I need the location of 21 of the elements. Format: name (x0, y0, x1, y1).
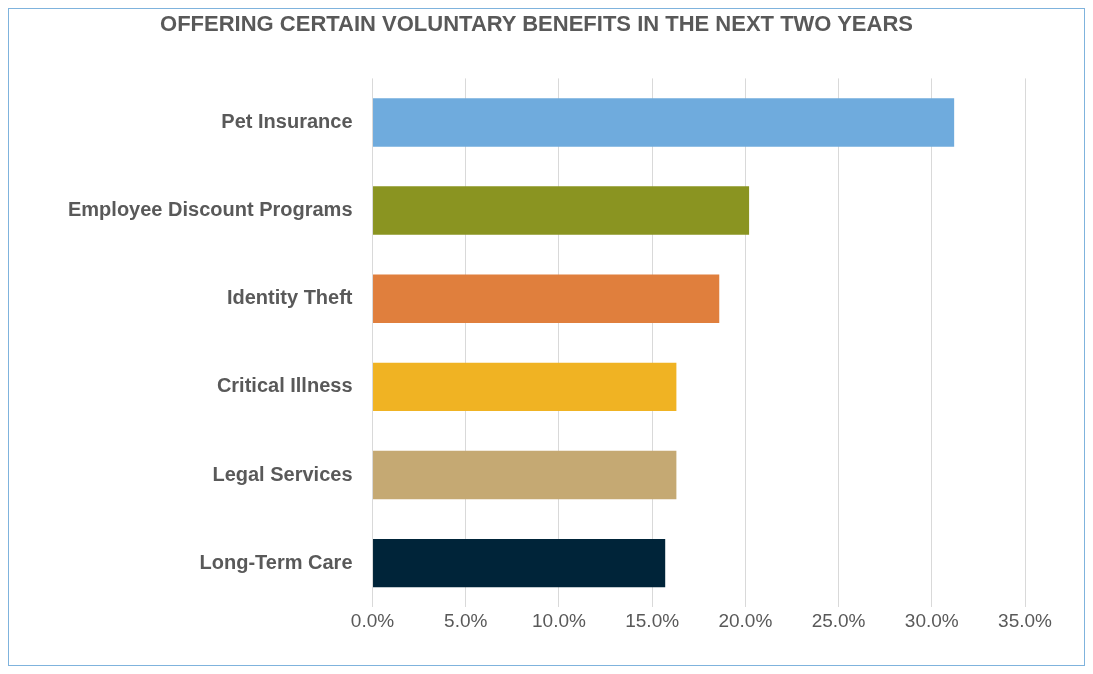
y-tick-label: Critical Illness (216, 374, 353, 397)
bar (373, 274, 720, 323)
bar (373, 450, 677, 500)
x-tick-label: 15.0% (625, 609, 680, 631)
y-tick-label: Long-Term Care (199, 550, 353, 573)
bar (373, 186, 750, 235)
x-tick-label: 0.0% (350, 609, 395, 631)
y-tick-label: Identity Theft (226, 286, 353, 309)
bar (373, 98, 955, 147)
x-tick-label: 35.0% (998, 609, 1053, 631)
x-tick-label: 5.0% (444, 609, 488, 631)
y-tick-label: Employee Discount Programs (67, 198, 353, 221)
bar (373, 362, 677, 412)
x-tick-label: 20.0% (718, 609, 773, 631)
y-tick-label: Pet Insurance (221, 109, 353, 132)
x-tick-label: 25.0% (811, 609, 866, 631)
bar (373, 538, 666, 588)
x-tick-label: 10.0% (532, 609, 586, 631)
x-tick-label: 30.0% (904, 609, 959, 631)
y-tick-label: Legal Services (212, 462, 353, 485)
chart-title: OFFERING CERTAIN VOLUNTARY BENEFITS IN THE NEXT TWO YEARS (160, 11, 913, 37)
